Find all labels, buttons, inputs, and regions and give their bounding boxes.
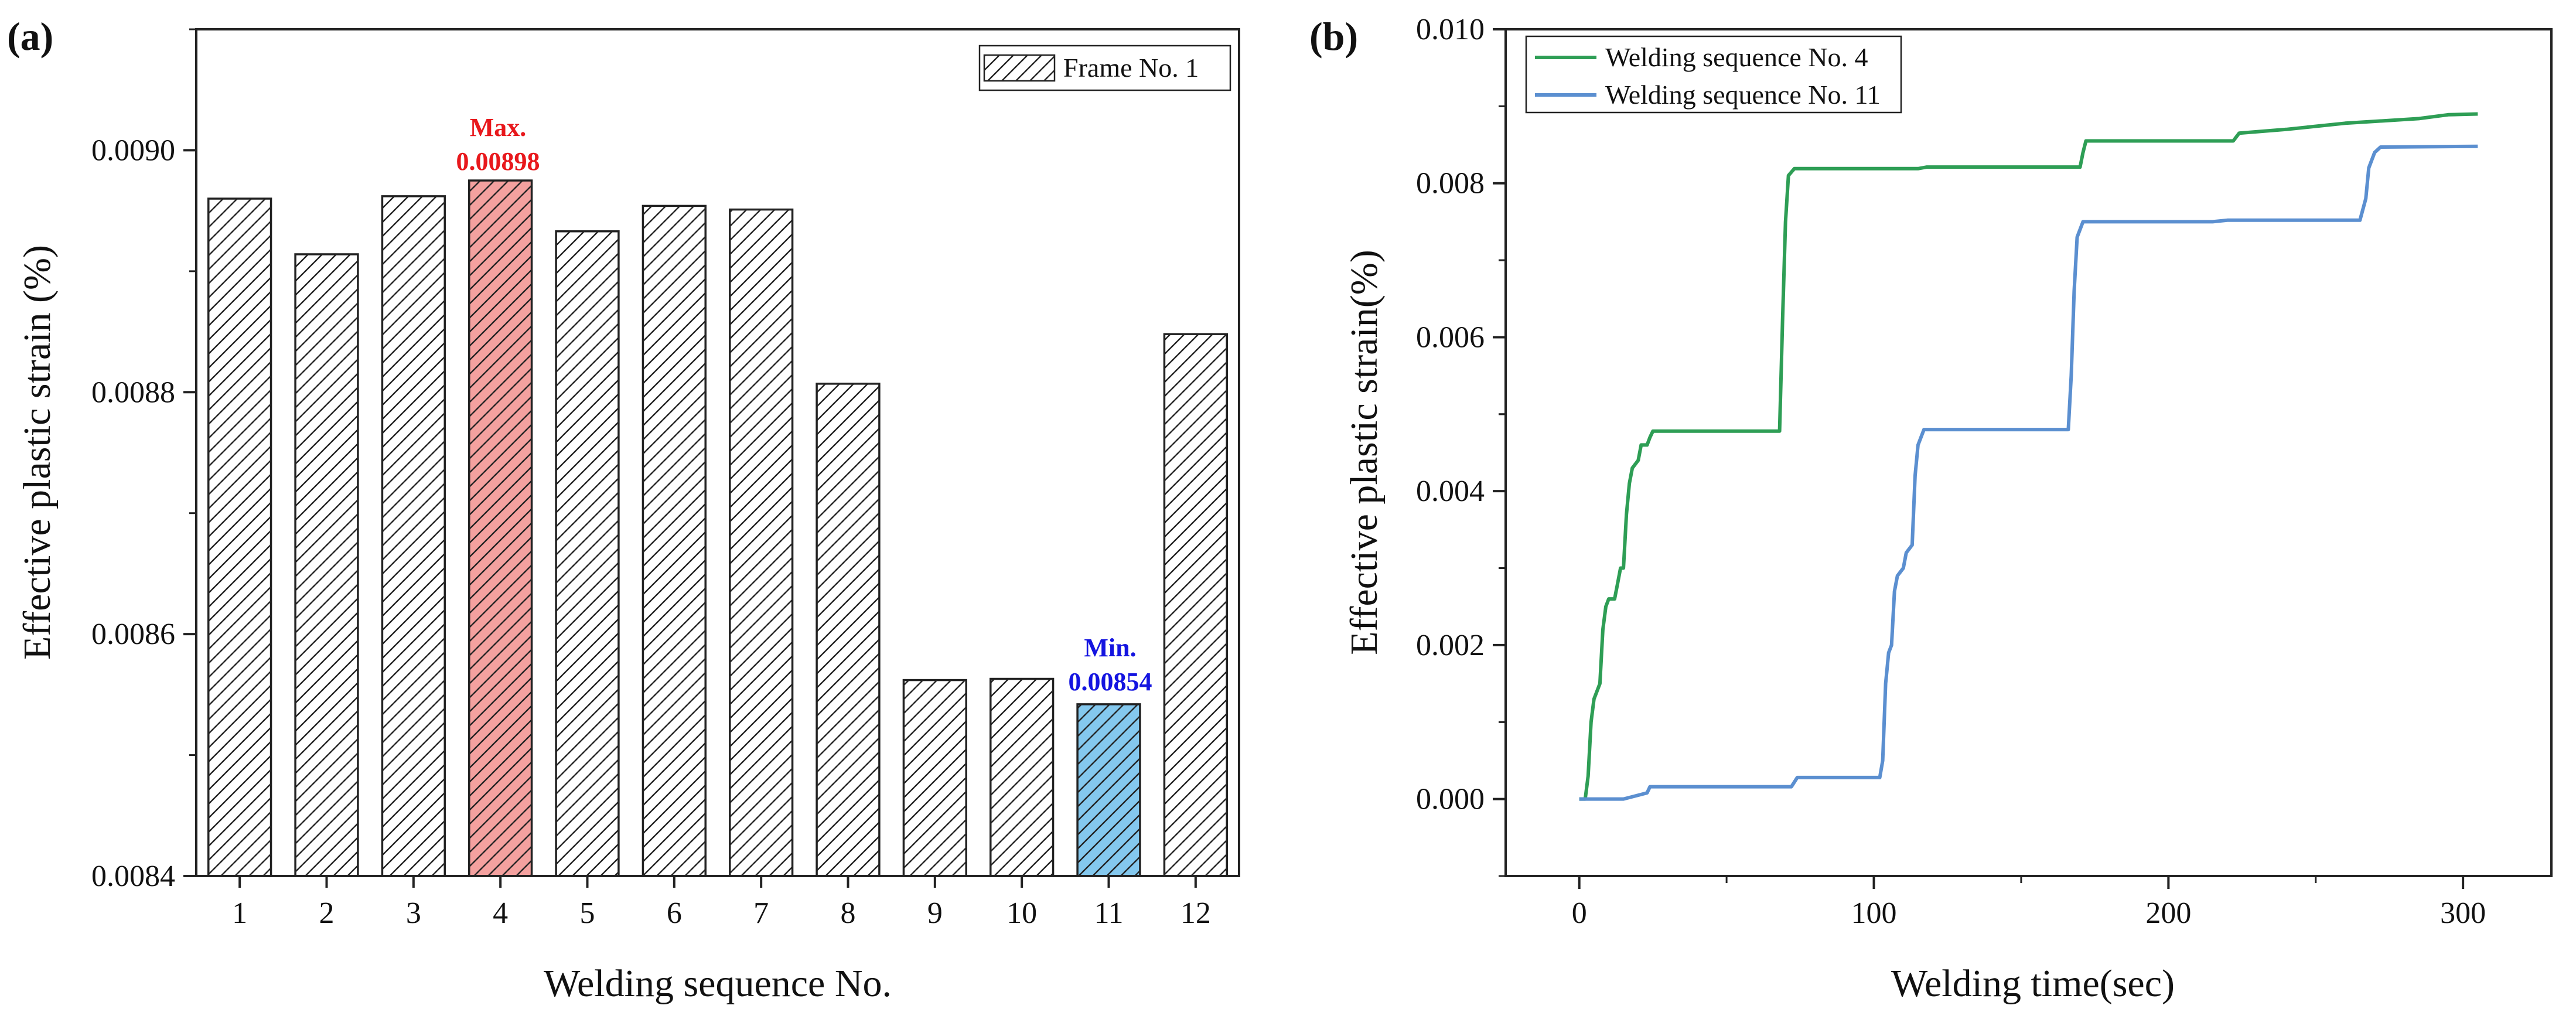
legend-label-1: Welding sequence No. 4	[1605, 42, 1868, 72]
y-tick-label: 0.008	[1416, 167, 1485, 200]
y-axis-title-b: Effective plastic strain(%)	[1343, 250, 1386, 655]
bar-9	[902, 679, 967, 877]
y-tick-label: 0.0086	[91, 618, 175, 651]
x-axis-title-a: Welding sequence No.	[544, 962, 892, 1005]
x-tick-label: 300	[2440, 897, 2486, 930]
line-chart-panel-b: (b) 0.000 0.002 0.004 0.006 0.008 0.010 0 100 2…	[1309, 13, 2553, 1005]
x-tick-label: 1	[232, 897, 247, 930]
max-annotation-title: Max.	[470, 113, 527, 142]
annotation-min: Min. 0.00854	[1069, 633, 1152, 696]
min-annotation-value: 0.00854	[1069, 667, 1152, 696]
bar-6	[642, 205, 707, 877]
x-tick-label: 4	[493, 897, 508, 930]
x-axis-ticks-a: 1 2 3 4 5 6 7 8 9 10 11 12	[232, 876, 1211, 930]
x-tick-label: 10	[1006, 897, 1037, 930]
bar-10	[990, 677, 1055, 877]
annotation-max: Max. 0.00898	[456, 113, 540, 176]
y-tick-label: 0.0084	[91, 860, 175, 893]
legend-b: Welding sequence No. 4 Welding sequence N…	[1525, 35, 1902, 114]
x-tick-label: 200	[2145, 897, 2191, 930]
bar-5	[555, 230, 620, 877]
x-tick-label: 3	[406, 897, 421, 930]
bar-4	[468, 179, 533, 877]
bar-11	[1076, 703, 1141, 877]
x-tick-label: 2	[319, 897, 335, 930]
x-tick-label: 11	[1094, 897, 1123, 930]
bar-8	[816, 383, 881, 877]
x-axis-ticks-b: 0 100 200 300	[1572, 876, 2486, 930]
bar-2	[294, 253, 359, 877]
series-line-1	[1579, 112, 2478, 801]
y-axis-ticks-a: 0.0084 0.0086 0.0088 0.0090	[91, 28, 196, 893]
y-tick-label: 0.000	[1416, 783, 1485, 816]
bar-3	[381, 195, 446, 877]
legend-label-2: Welding sequence No. 11	[1605, 80, 1881, 110]
y-tick-label: 0.0088	[91, 376, 175, 409]
bar-7	[729, 208, 794, 877]
x-tick-label: 100	[1851, 897, 1897, 930]
legend-swatch-hatch	[983, 54, 1056, 82]
legend-a: Frame No. 1	[978, 45, 1231, 91]
series-line-2	[1579, 144, 2478, 801]
x-tick-label: 9	[927, 897, 943, 930]
y-tick-label: 0.004	[1416, 475, 1485, 508]
y-axis-title-a: Effective plastic strain (%)	[16, 245, 59, 660]
bar-1	[207, 197, 272, 877]
y-tick-label: 0.002	[1416, 629, 1485, 662]
max-annotation-value: 0.00898	[456, 147, 540, 176]
plot-frame-b	[1504, 28, 2553, 877]
panel-label-a: (a)	[7, 14, 53, 59]
x-tick-label: 8	[841, 897, 856, 930]
y-tick-label: 0.006	[1416, 321, 1485, 354]
y-tick-label: 0.0090	[91, 134, 175, 167]
y-axis-ticks-b: 0.000 0.002 0.004 0.006 0.008 0.010	[1416, 13, 1506, 877]
plot-frame-a	[195, 28, 1240, 877]
bar-group	[207, 179, 1228, 877]
legend-box	[1525, 35, 1902, 114]
x-tick-label: 5	[580, 897, 595, 930]
bar-12	[1163, 333, 1228, 877]
panel-label-b: (b)	[1309, 14, 1358, 59]
legend-label-frame: Frame No. 1	[1063, 53, 1199, 83]
y-tick-label: 0.010	[1416, 13, 1485, 46]
x-tick-label: 0	[1572, 897, 1587, 930]
x-tick-label: 7	[753, 897, 769, 930]
line-group	[1579, 112, 2478, 801]
x-tick-label: 12	[1180, 897, 1211, 930]
x-axis-title-b: Welding time(sec)	[1891, 962, 2175, 1005]
x-tick-label: 6	[667, 897, 682, 930]
min-annotation-title: Min.	[1084, 633, 1136, 662]
